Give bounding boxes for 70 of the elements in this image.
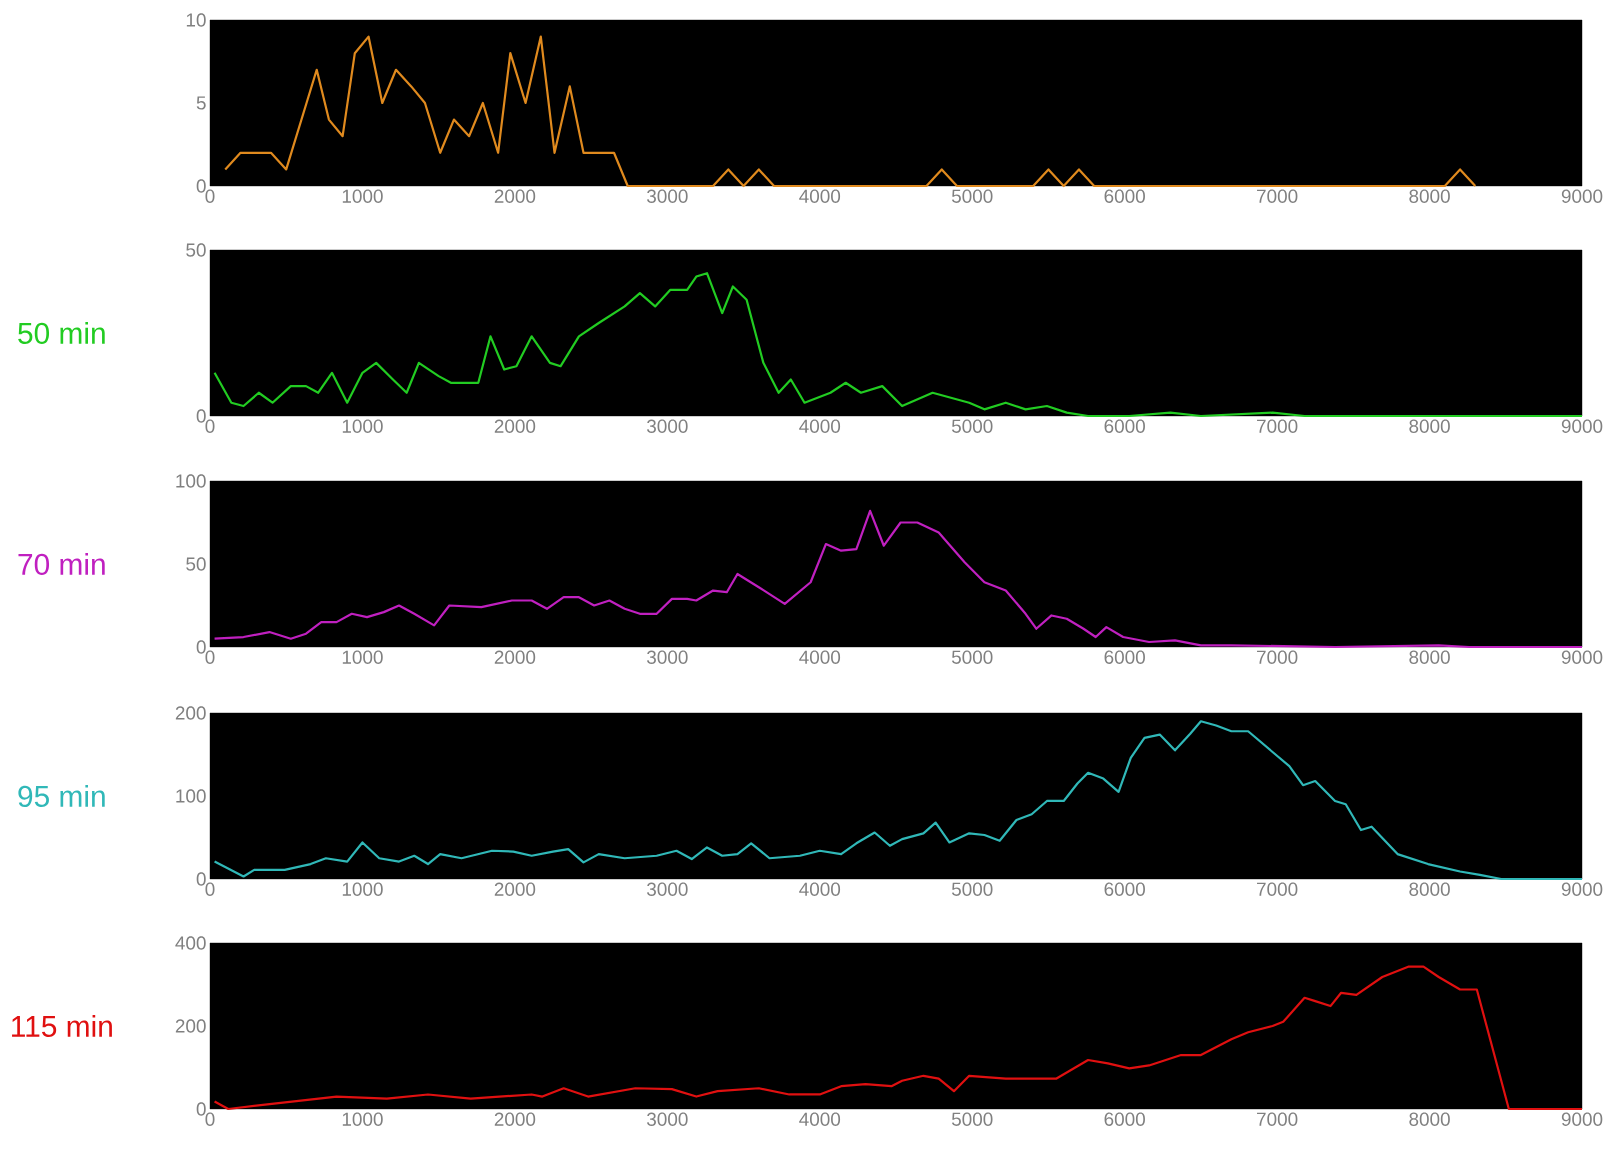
x-tick-label: 5000 [951,189,993,203]
x-tick-label: 1000 [342,189,383,203]
x-tick-label: 9000 [1561,419,1603,433]
y-tick-label: 50 [186,557,206,571]
y-tick-label: 200 [175,706,206,720]
x-tick-label: 4000 [799,1112,841,1126]
x-tick-label: 9000 [1561,882,1603,896]
x-tick-label: 4000 [799,650,841,664]
x-tick-label: 0 [205,189,215,203]
y-tick-label: 0 [196,1102,206,1116]
x-tick-label: 8000 [1409,1112,1450,1126]
x-tick-label: 1000 [342,419,383,433]
y-tick-label: 5 [196,96,206,110]
x-tick-label: 4000 [799,189,841,203]
x-tick-label: 6000 [1104,650,1145,664]
x-tick-label: 0 [205,419,215,433]
x-tick-label: 0 [205,650,215,664]
x-tick-label: 7000 [1257,1112,1298,1126]
x-tick-label: 5000 [951,650,993,664]
x-tick-label: 7000 [1257,189,1298,203]
line-series [213,509,1584,649]
y-tick-label: 0 [196,872,206,886]
x-tick-label: 8000 [1409,650,1450,664]
y-tick-label: 200 [175,1019,206,1033]
x-tick-label: 3000 [647,189,688,203]
y-axis-title: 115 min [12,1015,112,1037]
y-tick-label: 100 [176,474,206,488]
y-tick-label: 50 [186,243,206,257]
x-tick-label: 2000 [494,882,536,896]
x-tick-label: 2000 [494,419,536,433]
x-tick-label: 2000 [494,650,536,664]
x-tick-label: 3000 [647,882,688,896]
x-tick-label: 6000 [1104,189,1145,203]
x-tick-label: 5000 [951,419,993,433]
y-tick-label: 100 [176,789,206,803]
line-series [213,720,1584,881]
x-tick-label: 2000 [494,1112,536,1126]
y-tick-label: 0 [196,640,206,654]
x-tick-label: 5000 [951,882,993,896]
x-tick-label: 1000 [342,882,383,896]
x-tick-label: 8000 [1409,189,1450,203]
x-tick-label: 5000 [951,1112,993,1126]
x-tick-label: 4000 [799,882,841,896]
y-axis-title: 70 min [18,553,105,575]
x-tick-label: 8000 [1409,419,1450,433]
x-tick-label: 0 [205,1112,215,1126]
x-tick-label: 4000 [799,419,841,433]
x-tick-label: 3000 [647,1112,688,1126]
x-tick-label: 6000 [1104,1112,1145,1126]
y-tick-label: 10 [186,13,206,27]
x-tick-label: 3000 [647,650,688,664]
x-tick-label: 3000 [647,419,688,433]
y-axis-title: 95 min [18,785,105,807]
x-tick-label: 8000 [1409,882,1450,896]
y-axis-title: 50 min [18,322,105,344]
x-tick-label: 7000 [1257,650,1298,664]
y-tick-label: 0 [196,179,206,193]
x-tick-label: 6000 [1104,419,1145,433]
y-tick-label: 400 [175,936,206,950]
x-tick-label: 1000 [342,1112,383,1126]
x-tick-label: 9000 [1561,1112,1603,1126]
x-tick-label: 6000 [1104,882,1145,896]
x-tick-label: 2000 [494,189,536,203]
x-tick-label: 7000 [1257,882,1298,896]
x-tick-label: 1000 [342,650,383,664]
x-tick-label: 9000 [1561,189,1603,203]
x-tick-label: 9000 [1561,650,1603,664]
x-tick-label: 7000 [1257,419,1298,433]
x-tick-label: 0 [205,882,215,896]
y-tick-label: 0 [196,409,206,423]
